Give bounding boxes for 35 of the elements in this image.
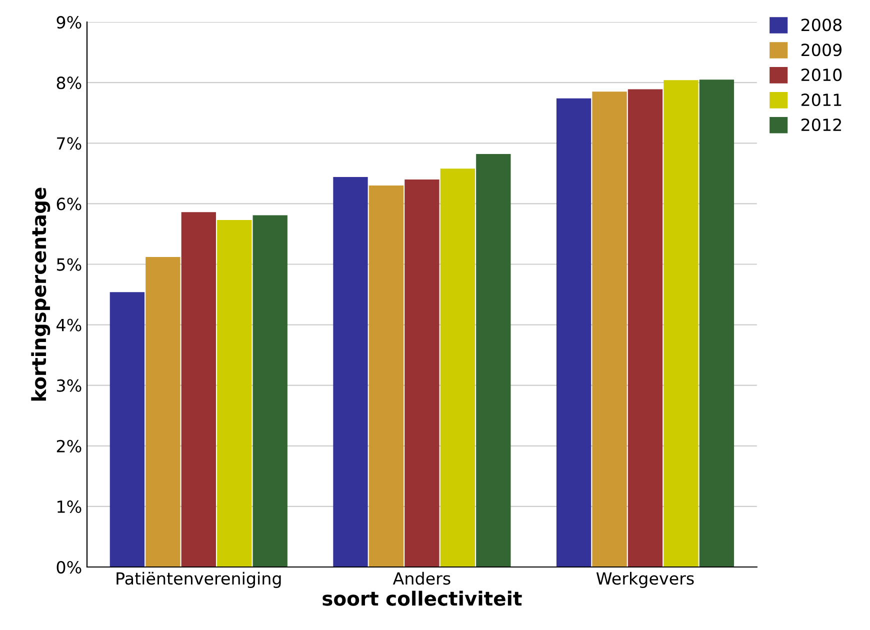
bar [699, 80, 734, 567]
y-tick-label: 8% [56, 76, 82, 90]
y-tick-label: 7% [57, 137, 82, 150]
legend-label: 2009 [801, 44, 842, 56]
y-tick-label: 3% [56, 379, 82, 392]
x-axis-title: soort collectiviteit [322, 590, 522, 606]
y-tick-label: 9% [56, 16, 82, 29]
bar [146, 256, 180, 567]
bar [476, 154, 511, 567]
bar [556, 98, 592, 567]
legend-label: 2012 [801, 118, 842, 132]
bar [592, 92, 627, 567]
bar [217, 220, 252, 567]
bar [664, 80, 698, 567]
x-tick-label: Anders [392, 572, 450, 585]
legend-label: 2011 [801, 94, 842, 106]
legend-label: 2008 [801, 18, 842, 32]
bar [181, 212, 216, 567]
y-axis-title: kortingspercentage [31, 188, 50, 401]
y-tick-label: 1% [58, 500, 82, 514]
y-tick-label: 0% [56, 560, 82, 574]
bar [368, 186, 404, 567]
y-tick-label: 5% [56, 258, 82, 271]
bar [110, 292, 145, 567]
y-tick-label: 6% [56, 198, 82, 210]
bar [440, 168, 476, 567]
x-tick-label: Werkgevers [596, 572, 694, 588]
bar [628, 89, 663, 567]
y-tick-label: 2% [56, 440, 82, 452]
x-tick-label: Patiëntenvereniging [116, 572, 281, 588]
bar [404, 179, 440, 567]
bar [252, 215, 288, 567]
y-tick-label: 4% [56, 318, 82, 332]
bar [333, 177, 368, 567]
legend-label: 2010 [801, 68, 842, 82]
